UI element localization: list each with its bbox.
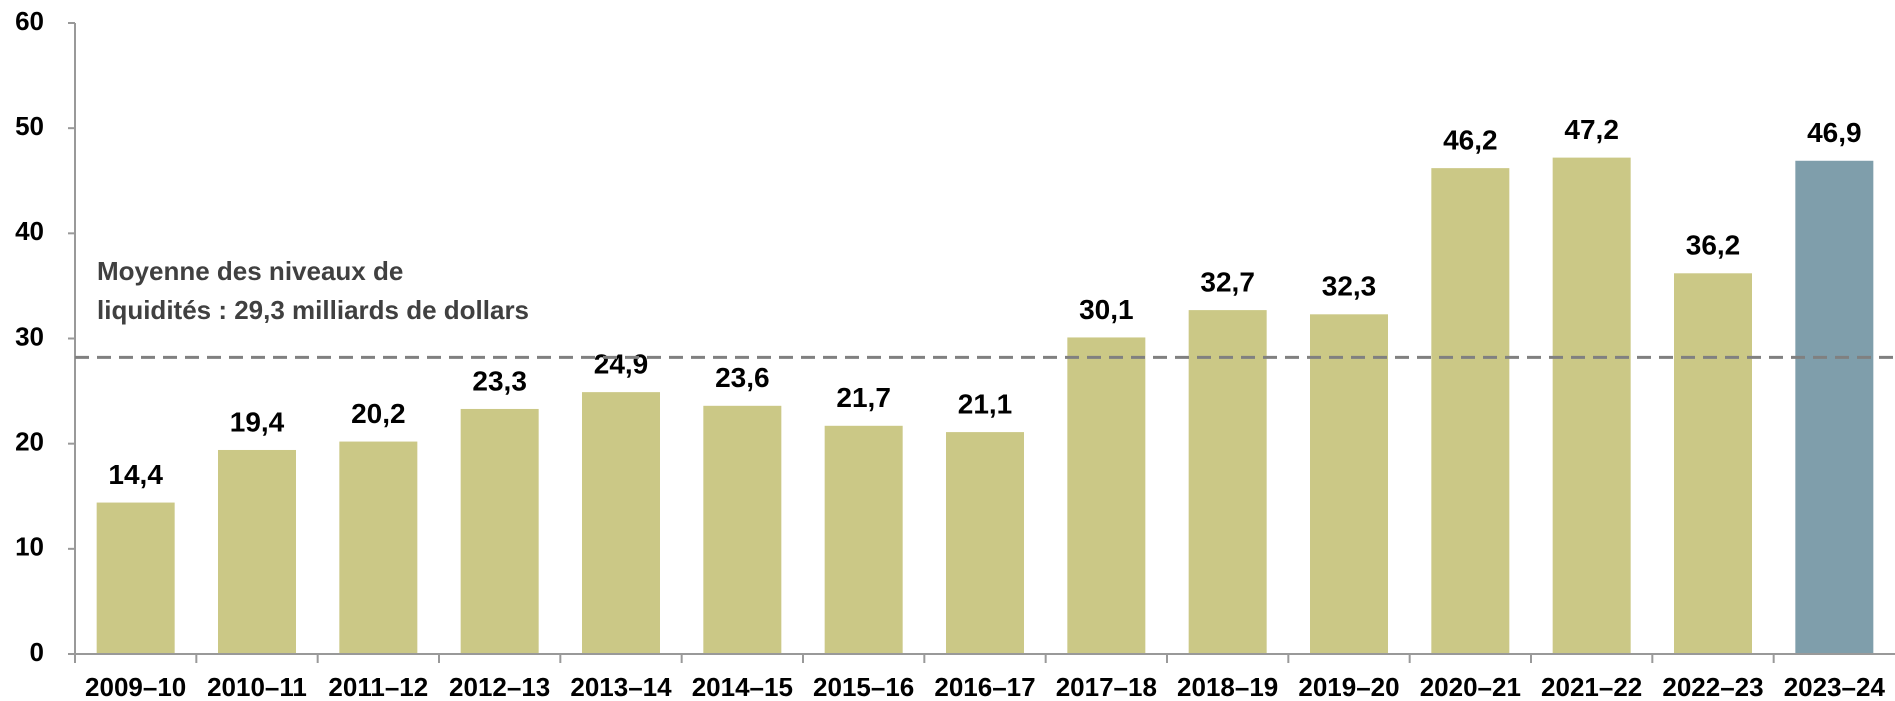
annotation: Moyenne des niveaux de	[97, 256, 403, 286]
x-tick-label: 2017–18	[1056, 672, 1157, 701]
bar	[1431, 168, 1510, 654]
data-label: 21,1	[958, 388, 1013, 419]
data-label: 19,4	[230, 406, 285, 437]
data-label: 14,4	[108, 459, 163, 490]
bar	[1795, 160, 1874, 655]
bar	[96, 502, 175, 654]
data-label: 46,9	[1807, 117, 1862, 148]
data-label: 32,7	[1200, 266, 1255, 297]
y-tick-label: 30	[15, 321, 44, 351]
x-tick-label: 2019–20	[1298, 672, 1399, 701]
x-tick-label: 2023–24	[1784, 672, 1886, 701]
bar	[582, 392, 660, 654]
x-tick-label: 2009–10	[85, 672, 186, 701]
x-tick-label: 2021–22	[1541, 672, 1642, 701]
y-tick-label: 40	[15, 216, 44, 246]
bar	[703, 405, 782, 654]
y-tick-label: 20	[15, 427, 44, 457]
data-label: 23,6	[715, 362, 770, 393]
annotation: liquidités : 29,3 milliards de dollars	[97, 295, 529, 325]
bar	[1552, 157, 1631, 654]
bar	[460, 408, 539, 654]
x-tick-label: 2020–21	[1420, 672, 1521, 701]
bar	[946, 432, 1024, 654]
bar	[1067, 337, 1146, 654]
data-label: 20,2	[351, 398, 406, 429]
data-label: 46,2	[1443, 125, 1498, 156]
x-tick-label: 2014–15	[692, 672, 793, 701]
y-tick-label: 50	[15, 111, 44, 141]
x-tick-label: 2022–23	[1662, 672, 1763, 701]
bar	[1188, 310, 1267, 654]
bar	[824, 425, 903, 654]
data-label: 24,9	[594, 349, 649, 380]
x-tick-label: 2018–19	[1177, 672, 1278, 701]
x-tick-label: 2013–14	[570, 672, 672, 701]
bar	[1310, 314, 1388, 654]
x-tick-label: 2010–11	[207, 672, 307, 701]
x-tick-label: 2015–16	[813, 672, 914, 701]
bar	[339, 441, 418, 654]
data-label: 36,2	[1686, 230, 1741, 261]
data-label: 32,3	[1322, 271, 1377, 302]
data-label: 30,1	[1079, 294, 1134, 325]
y-tick-label: 10	[15, 532, 44, 562]
data-label: 47,2	[1564, 114, 1619, 145]
y-tick-label: 0	[30, 637, 44, 667]
x-tick-label: 2012–13	[449, 672, 550, 701]
x-tick-label: 2016–17	[934, 672, 1035, 701]
data-label: 21,7	[836, 382, 891, 413]
bar	[1674, 273, 1752, 654]
x-tick-label: 2011–12	[328, 672, 428, 701]
data-label: 23,3	[472, 365, 527, 396]
y-tick-label: 60	[15, 6, 44, 36]
bar	[218, 449, 296, 654]
